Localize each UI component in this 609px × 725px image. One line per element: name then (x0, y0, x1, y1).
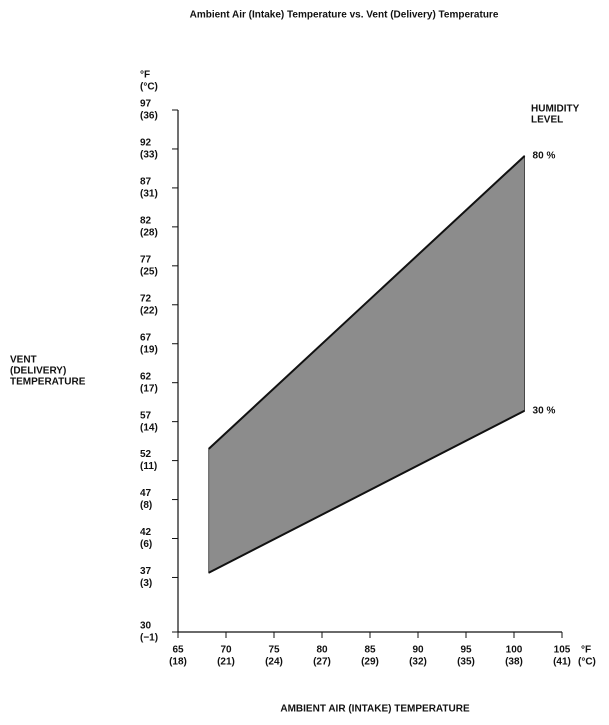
x-tick-label: 80 (316, 645, 328, 656)
y-tick-label: 87 (140, 177, 152, 188)
x-tick-label: (38) (505, 657, 523, 668)
y-tick-label: 42 (140, 527, 152, 538)
series-label: 30 % (533, 405, 556, 416)
x-tick-label: 75 (268, 645, 280, 656)
x-tick-label: 70 (220, 645, 232, 656)
x-tick-label: 100 (506, 645, 523, 656)
y-label: VENT (10, 355, 37, 366)
series-line (208, 409, 526, 574)
y-unit: °F (140, 70, 150, 81)
y-tick-label: (−1) (140, 633, 158, 644)
chart-title: Ambient Air (Intake) Temperature vs. Ven… (190, 10, 499, 21)
y-tick-label: (33) (140, 150, 158, 161)
y-label: TEMPERATURE (10, 377, 86, 388)
x-tick-label: 95 (460, 645, 472, 656)
y-tick-label: (31) (140, 189, 158, 200)
x-tick-label: 85 (364, 645, 376, 656)
legend-title: LEVEL (531, 115, 563, 126)
y-tick-label: (6) (140, 539, 152, 550)
y-tick-label: 57 (140, 410, 152, 421)
y-tick-label: (25) (140, 266, 158, 277)
band-fill (208, 155, 525, 574)
y-label: (DELIVERY) (10, 366, 66, 377)
series-line (208, 155, 526, 450)
y-tick-label: (3) (140, 578, 152, 589)
x-tick-label: 105 (554, 645, 571, 656)
x-tick-label: (18) (169, 657, 187, 668)
x-unit: °F (581, 645, 591, 656)
y-tick-label: (17) (140, 383, 158, 394)
series-label: 80 % (533, 151, 556, 162)
legend-title: HUMIDITY (531, 104, 580, 115)
y-tick-label: (28) (140, 228, 158, 239)
y-tick-label: 72 (140, 293, 152, 304)
y-tick-label: (8) (140, 500, 152, 511)
y-tick-label: 77 (140, 254, 152, 265)
x-tick-label: (24) (265, 657, 283, 668)
y-tick-label: 52 (140, 449, 152, 460)
y-tick-label: 37 (140, 566, 152, 577)
x-tick-label: (35) (457, 657, 475, 668)
x-tick-label: 90 (412, 645, 424, 656)
y-tick-label: (19) (140, 344, 158, 355)
y-tick-label: 97 (140, 99, 152, 110)
x-tick-label: (32) (409, 657, 427, 668)
y-tick-label: 30 (140, 621, 152, 632)
y-tick-label: 47 (140, 488, 152, 499)
y-tick-label: (22) (140, 305, 158, 316)
y-tick-label: 82 (140, 216, 152, 227)
y-tick-label: 92 (140, 138, 152, 149)
x-tick-label: 65 (172, 645, 184, 656)
x-unit: (°C) (578, 657, 596, 668)
y-tick-label: 67 (140, 332, 152, 343)
x-tick-label: (27) (313, 657, 331, 668)
y-tick-label: (11) (140, 461, 157, 472)
x-tick-label: (29) (361, 657, 379, 668)
y-tick-label: 62 (140, 371, 152, 382)
x-tick-label: (21) (217, 657, 235, 668)
y-tick-label: (14) (140, 422, 158, 433)
y-tick-label: (36) (140, 111, 158, 122)
x-label: AMBIENT AIR (INTAKE) TEMPERATURE (280, 704, 470, 715)
y-unit: (°C) (140, 82, 158, 93)
x-tick-label: (41) (553, 657, 571, 668)
